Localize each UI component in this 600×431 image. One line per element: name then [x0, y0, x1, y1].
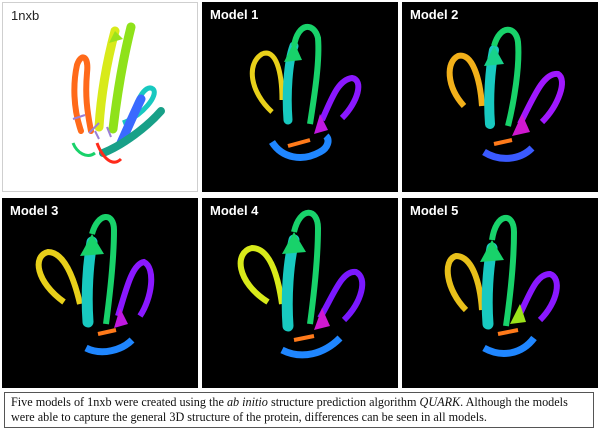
panel-label: 1nxb [11, 8, 40, 23]
panel-label: Model 1 [210, 7, 259, 22]
panel-model-4: Model 4 [202, 198, 398, 388]
caption-text: structure prediction algorithm [267, 395, 420, 409]
caption-italic-term: ab initio [226, 395, 268, 409]
protein-ribbon-image [249, 24, 362, 161]
caption-italic-term: QUARK [419, 395, 461, 409]
figure-caption: Five models of 1nxb were created using t… [4, 392, 594, 428]
protein-ribbon-image [446, 26, 565, 162]
caption-text: Five models of 1nxb were created using t… [11, 395, 227, 409]
panel-model-5: Model 5 [402, 198, 598, 388]
panel-model-2: Model 2 [402, 2, 598, 192]
protein-ribbon-image [444, 214, 560, 357]
panel-model-3: Model 3 [2, 198, 198, 388]
protein-ribbon-image [71, 22, 165, 164]
protein-ribbon-image [35, 214, 155, 356]
panel-1nxb: 1nxb [2, 2, 198, 192]
panel-label: Model 3 [10, 203, 59, 218]
panel-label: Model 5 [410, 203, 459, 218]
panel-model-1: Model 1 [202, 2, 398, 192]
panel-label: Model 2 [410, 7, 459, 22]
panel-label: Model 4 [210, 203, 259, 218]
protein-ribbon-image [237, 209, 366, 359]
caption-text: . Although the models were able to captu… [11, 395, 568, 424]
